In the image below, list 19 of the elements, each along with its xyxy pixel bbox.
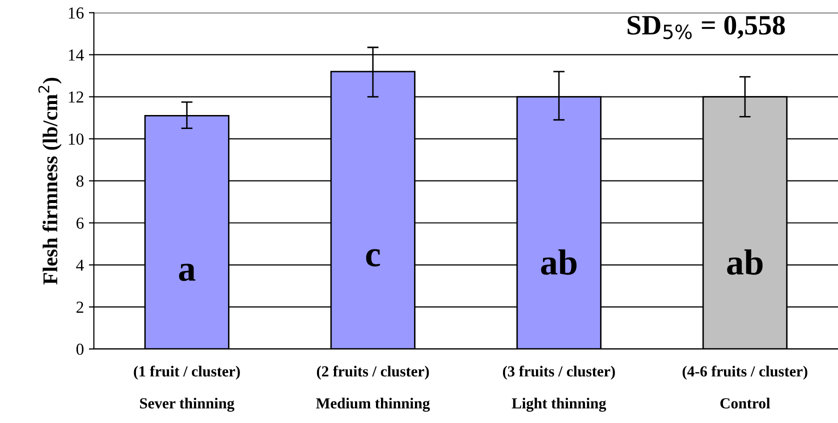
x-tick-label: (4-6 fruits / cluster) Control	[682, 366, 808, 408]
y-tick-label: 8	[76, 176, 84, 187]
y-tick-label: 6	[76, 218, 84, 229]
x-tick-label: (1 fruit / cluster) Sever thinning	[134, 366, 240, 412]
y-tick-label: 16	[68, 7, 84, 19]
x-tick-label: (3 fruits / cluster) Light thinning	[502, 366, 615, 412]
y-axis-title: Flesh firmness (lb/cm$^{2}$)	[38, 78, 62, 285]
data-label: ab	[541, 249, 577, 275]
y-tick-label: 0	[76, 344, 84, 355]
y-tick-label: 14	[68, 50, 84, 61]
data-label: c	[366, 249, 380, 266]
y-tick-label: 12	[68, 92, 84, 103]
y-tick-label: 4	[76, 260, 84, 271]
data-label: a	[179, 264, 196, 282]
x-tick-label: (2 fruits / cluster) Medium thinning	[316, 366, 430, 412]
annotation: SD$_{5%}$ = 0,558	[628, 16, 785, 40]
data-label: ab	[727, 249, 763, 275]
y-tick-label: 10	[68, 133, 84, 145]
y-tick-label: 2	[76, 302, 84, 313]
